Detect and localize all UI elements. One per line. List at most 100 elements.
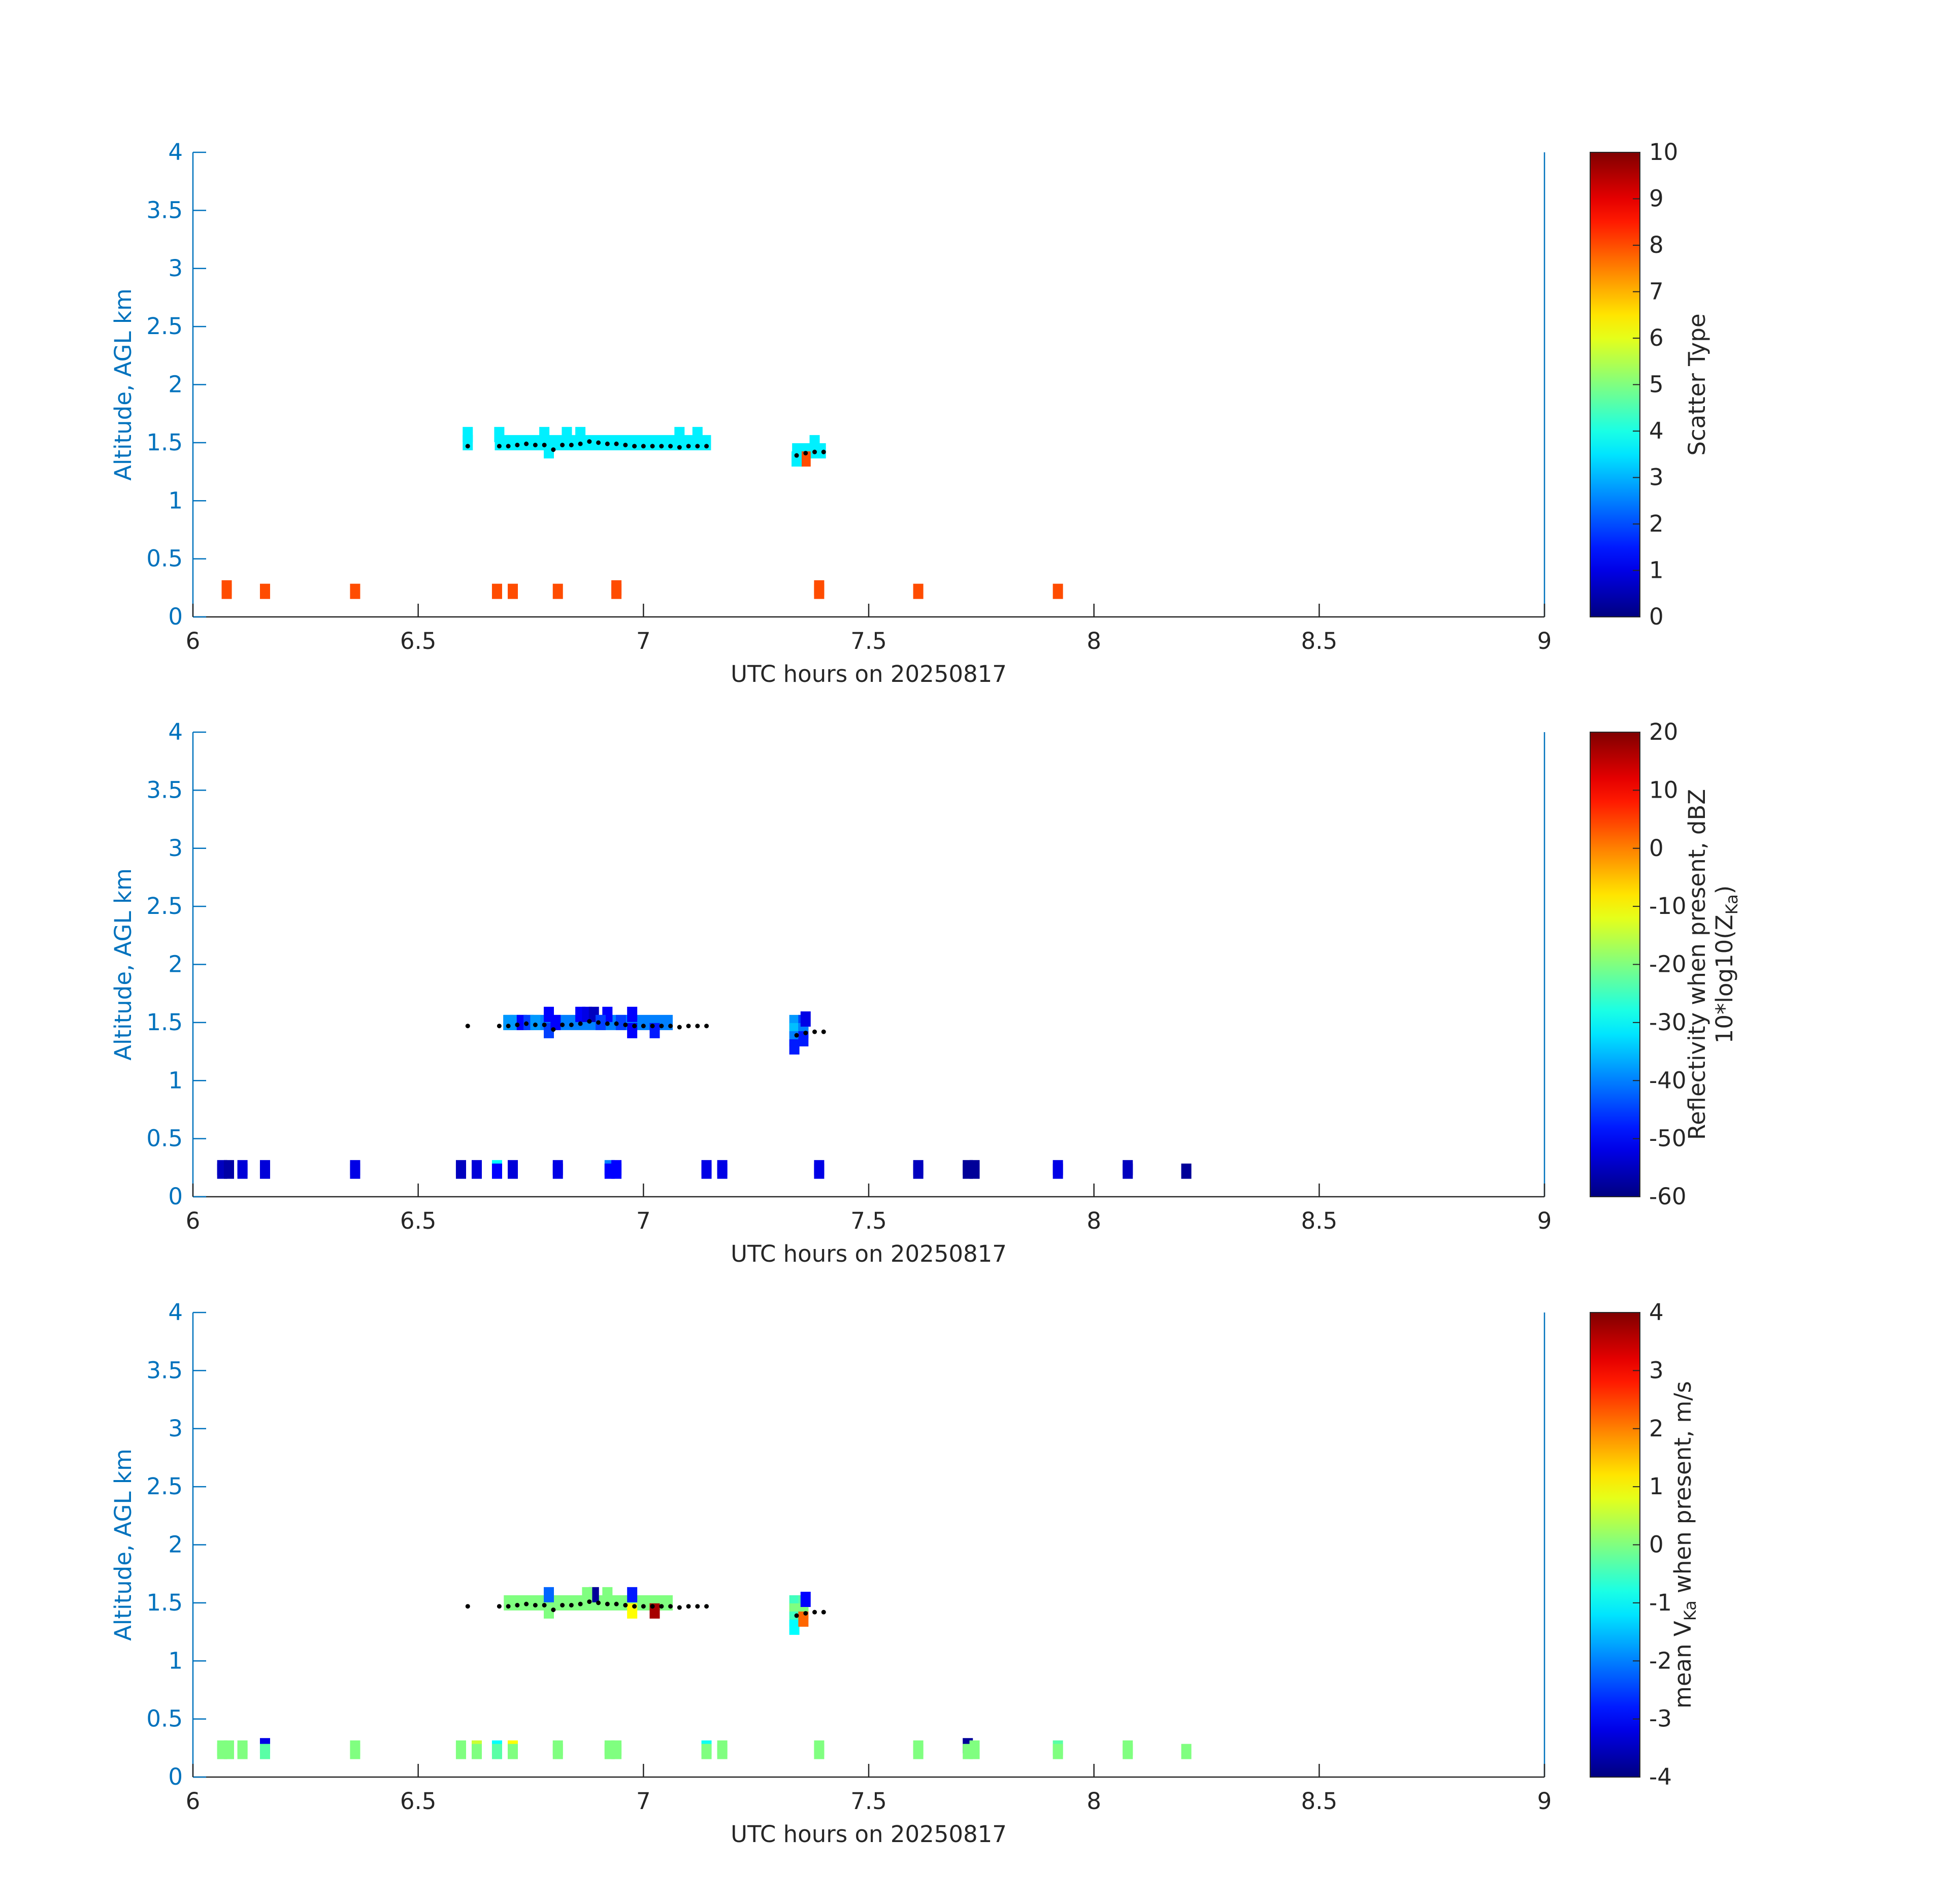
- x-tick-label: 9: [1537, 1207, 1552, 1234]
- cloud-base-point: [569, 1022, 574, 1027]
- cloud-base-point: [695, 1604, 700, 1609]
- y-tick-label: 0: [168, 1763, 183, 1790]
- y-axis-label: Altitude, AGL km: [110, 868, 137, 1061]
- data-cell: [562, 426, 572, 442]
- data-cell: [491, 1163, 502, 1179]
- y-tick-label: 3.5: [146, 196, 183, 223]
- cloud-base-point: [542, 1602, 547, 1607]
- data-cell: [701, 1744, 712, 1759]
- x-tick-label: 8.5: [1301, 628, 1338, 654]
- cloud-base-point: [587, 1019, 592, 1024]
- cloud-base-point: [794, 1613, 799, 1618]
- cloud-base-point: [542, 1022, 547, 1027]
- colorbar: [1590, 152, 1640, 617]
- x-tick-label: 7: [636, 1788, 651, 1815]
- cloud-base-point: [821, 1610, 826, 1615]
- data-cell: [223, 1163, 234, 1179]
- colorbar-tick-label: 0: [1649, 835, 1664, 862]
- data-cell: [602, 1587, 613, 1602]
- colorbar-tick-label: 1: [1649, 1473, 1664, 1500]
- data-cell: [1052, 583, 1063, 599]
- colorbar-tick-label: 6: [1649, 324, 1664, 351]
- colorbar: [1590, 732, 1640, 1197]
- data-cell: [552, 1163, 563, 1179]
- y-tick-label: 1: [168, 487, 183, 514]
- y-tick-label: 0: [168, 1183, 183, 1210]
- cloud-base-point: [587, 439, 592, 444]
- data-cell: [259, 583, 270, 599]
- data-cell: [800, 451, 811, 467]
- x-tick-label: 8: [1087, 628, 1101, 654]
- y-tick-label: 3: [168, 255, 183, 282]
- x-tick-label: 7: [636, 628, 651, 654]
- data-cell: [259, 1163, 270, 1179]
- cloud-base-point: [686, 1604, 691, 1609]
- data-cell: [491, 1744, 502, 1759]
- data-cell: [615, 1014, 626, 1030]
- y-tick-label: 1.5: [146, 1589, 183, 1616]
- data-cell: [792, 451, 802, 467]
- cloud-base-point: [560, 1602, 565, 1607]
- y-tick-label: 3: [168, 835, 183, 862]
- data-cell: [530, 1014, 541, 1030]
- cloud-base-point: [821, 1029, 826, 1034]
- data-cell: [575, 426, 586, 442]
- cloud-base-point: [659, 1024, 664, 1029]
- y-tick-label: 2.5: [146, 893, 183, 920]
- cloud-base-point: [560, 442, 565, 447]
- x-axis-label: UTC hours on 20250817: [731, 661, 1007, 687]
- cloud-base-point: [605, 1021, 610, 1026]
- y-tick-label: 2.5: [146, 1473, 183, 1500]
- cloud-base-point: [578, 1021, 583, 1026]
- cloud-base-point: [578, 1601, 583, 1606]
- data-cell: [491, 583, 502, 599]
- cloud-base-point: [812, 449, 817, 454]
- cloud-base-point: [515, 1602, 520, 1607]
- y-tick-label: 2: [168, 1531, 183, 1558]
- x-tick-label: 8.5: [1301, 1788, 1338, 1815]
- cloud-base-point: [465, 444, 470, 449]
- data-cell: [472, 1163, 482, 1179]
- cloud-base-point: [614, 441, 619, 446]
- cloud-base-point: [794, 1033, 799, 1038]
- cloud-base-point: [605, 441, 610, 446]
- data-cell: [611, 1744, 622, 1759]
- data-cell: [969, 1163, 980, 1179]
- cloud-base-point: [794, 453, 799, 458]
- data-cell: [350, 1744, 360, 1759]
- cloud-base-point: [465, 1604, 470, 1609]
- colorbar-tick-label: 20: [1649, 718, 1678, 745]
- cloud-base-point: [677, 1025, 682, 1030]
- cloud-base-point: [614, 1601, 619, 1606]
- data-cell: [692, 426, 703, 442]
- cloud-base-point: [686, 1024, 691, 1029]
- y-tick-label: 1.5: [146, 429, 183, 456]
- colorbar-tick-label: -20: [1649, 951, 1687, 978]
- cloud-base-point: [524, 441, 529, 446]
- colorbar-tick-label: -4: [1649, 1763, 1672, 1790]
- cloud-base-point: [650, 444, 655, 449]
- cloud-base-point: [641, 444, 646, 449]
- cloud-base-point: [497, 1024, 502, 1029]
- data-cell: [814, 583, 825, 599]
- data-cell: [237, 1163, 248, 1179]
- cloud-base-point: [515, 442, 520, 447]
- x-tick-label: 9: [1537, 1788, 1552, 1815]
- colorbar-tick-label: -2: [1649, 1647, 1672, 1674]
- data-cell: [913, 1163, 924, 1179]
- cloud-base-point: [533, 442, 538, 447]
- cloud-base-point: [614, 1021, 619, 1026]
- colorbar-tick-label: 4: [1649, 417, 1664, 444]
- colorbar-tick-label: -1: [1649, 1589, 1672, 1616]
- colorbar-tick-label: -50: [1649, 1125, 1687, 1152]
- cloud-base-point: [533, 1022, 538, 1027]
- chart-panel-3: 0 0.5 1 1.5 2 2.5 3 3.5 4 6 6.5 7 7.5 8 8.5 9 UTC hours …: [110, 1299, 1700, 1848]
- cloud-base-point: [812, 1610, 817, 1615]
- colorbar-tick-label: 9: [1649, 185, 1664, 212]
- cloud-base-point: [659, 444, 664, 449]
- data-cell: [455, 1744, 466, 1759]
- data-cell: [543, 1603, 554, 1619]
- cloud-base-point: [569, 1602, 574, 1607]
- cloud-base-point: [551, 1027, 556, 1032]
- data-cell: [543, 1587, 554, 1602]
